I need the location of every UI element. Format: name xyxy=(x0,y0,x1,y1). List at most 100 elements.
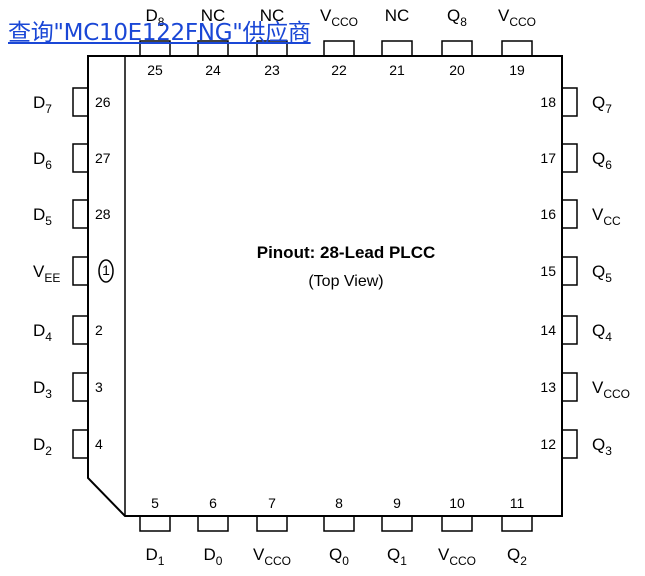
pin-signal-subscript: 3 xyxy=(605,444,612,458)
pin-signal-name: D xyxy=(33,321,45,340)
pin-signal-name: Q xyxy=(387,545,400,564)
pin-signal-bottom-1: D0 xyxy=(204,545,223,568)
pin-signal-subscript: 5 xyxy=(45,214,52,228)
pin-signal-name: D xyxy=(33,378,45,397)
pin-signal-top-1: NC xyxy=(201,6,226,25)
pin-signal-top-2: NC xyxy=(260,6,285,25)
pin-one-marker-circle xyxy=(98,259,114,283)
pin-signal-subscript: 5 xyxy=(605,271,612,285)
package-body xyxy=(87,55,563,517)
pin-signal-subscript: 4 xyxy=(45,330,52,344)
pin-lead-bottom-1 xyxy=(197,516,229,532)
pin-signal-name: V xyxy=(33,262,45,281)
pin-signal-name: D xyxy=(204,545,216,564)
pin-signal-name: D xyxy=(33,435,45,454)
pin-signal-name: V xyxy=(320,6,332,25)
pin-number-right-0: 18 xyxy=(540,94,556,110)
pin-signal-subscript: 0 xyxy=(342,554,349,568)
pin-number-bottom-1: 6 xyxy=(209,495,217,511)
pin-number-left-0: 26 xyxy=(95,94,111,110)
pin-number-left-2: 28 xyxy=(95,206,111,222)
pin-signal-subscript: 3 xyxy=(45,387,52,401)
pin-signal-right-1: Q6 xyxy=(592,149,612,172)
pin-signal-right-4: Q4 xyxy=(592,321,612,344)
pin-signal-subscript: CCO xyxy=(509,15,536,29)
pin-signal-subscript: 0 xyxy=(216,554,223,568)
pin-signal-bottom-4: Q1 xyxy=(387,545,407,568)
pin-signal-name: V xyxy=(438,545,450,564)
pin-number-top-0: 25 xyxy=(147,62,163,78)
pin-number-top-5: 20 xyxy=(449,62,465,78)
pin-lead-bottom-4 xyxy=(381,516,413,532)
pin-lead-left-6 xyxy=(72,429,88,459)
pin-signal-top-0: D8 xyxy=(146,6,165,29)
pin-signal-right-3: Q5 xyxy=(592,262,612,285)
pin-one-marker: 1 xyxy=(102,262,110,278)
pin-signal-subscript: CCO xyxy=(449,554,476,568)
pin-lead-right-6 xyxy=(562,429,578,459)
pin-signal-name: D xyxy=(146,6,158,25)
pin-lead-top-1 xyxy=(197,40,229,56)
pin-signal-name: V xyxy=(253,545,265,564)
pin-signal-right-5: VCCO xyxy=(592,378,630,401)
pin-lead-bottom-5 xyxy=(441,516,473,532)
pin-number-right-6: 12 xyxy=(540,436,556,452)
pin-signal-bottom-2: VCCO xyxy=(253,545,291,568)
pin-lead-right-3 xyxy=(562,256,578,286)
pin-number-right-1: 17 xyxy=(540,150,556,166)
pin-signal-right-2: VCC xyxy=(592,205,621,228)
pin-signal-bottom-6: Q2 xyxy=(507,545,527,568)
pin-signal-name: Q xyxy=(592,93,605,112)
pin-lead-left-5 xyxy=(72,372,88,402)
pin-signal-subscript: 1 xyxy=(400,554,407,568)
pin-signal-subscript: 2 xyxy=(45,444,52,458)
pin-lead-right-5 xyxy=(562,372,578,402)
pin-number-top-2: 23 xyxy=(264,62,280,78)
pin-number-right-5: 13 xyxy=(540,379,556,395)
pin-signal-name: Q xyxy=(592,321,605,340)
pin-number-left-4: 2 xyxy=(95,322,103,338)
pin-number-top-4: 21 xyxy=(389,62,405,78)
pin-signal-left-2: D5 xyxy=(33,205,52,228)
pin-signal-left-5: D3 xyxy=(33,378,52,401)
pin-lead-top-3 xyxy=(323,40,355,56)
pin-signal-left-3: VEE xyxy=(33,262,60,285)
pin-lead-bottom-0 xyxy=(139,516,171,532)
pin-signal-top-3: VCCO xyxy=(320,6,358,29)
pin-signal-top-6: VCCO xyxy=(498,6,536,29)
pin-signal-name: NC xyxy=(260,6,285,25)
supplier-search-link[interactable]: 查询"MC10E122FNG"供应商 xyxy=(8,20,311,46)
pin-signal-left-1: D6 xyxy=(33,149,52,172)
pin-number-bottom-4: 9 xyxy=(393,495,401,511)
package-outline xyxy=(87,55,563,517)
pin-number-right-3: 15 xyxy=(540,263,556,279)
pin-lead-top-5 xyxy=(441,40,473,56)
pin-number-bottom-5: 10 xyxy=(449,495,465,511)
pin-signal-subscript: CCO xyxy=(264,554,291,568)
pin-number-bottom-2: 7 xyxy=(268,495,276,511)
pin-number-right-2: 16 xyxy=(540,206,556,222)
pin-lead-left-2 xyxy=(72,199,88,229)
pin-lead-right-1 xyxy=(562,143,578,173)
pin-signal-name: Q xyxy=(329,545,342,564)
pin-signal-bottom-3: Q0 xyxy=(329,545,349,568)
pin-number-top-3: 22 xyxy=(331,62,347,78)
pin-lead-bottom-3 xyxy=(323,516,355,532)
pin-signal-name: NC xyxy=(385,6,410,25)
pin-group: 25D824NC23NC22VCCO21NC20Q819VCCO5D16D07V… xyxy=(33,6,630,568)
pin-lead-bottom-6 xyxy=(501,516,533,532)
pin-signal-subscript: 6 xyxy=(605,158,612,172)
pin-lead-bottom-2 xyxy=(256,516,288,532)
pin-signal-subscript: 6 xyxy=(45,158,52,172)
pin-signal-name: Q xyxy=(447,6,460,25)
pin-signal-subscript: 7 xyxy=(45,102,52,116)
pin-signal-subscript: CCO xyxy=(603,387,630,401)
pin-signal-bottom-5: VCCO xyxy=(438,545,476,568)
pin-signal-subscript: 1 xyxy=(158,554,165,568)
pin-signal-name: Q xyxy=(507,545,520,564)
diagram-title: Pinout: 28-Lead PLCC xyxy=(257,243,436,262)
pin-signal-bottom-0: D1 xyxy=(146,545,165,568)
pin-signal-name: D xyxy=(33,205,45,224)
pin-number-right-4: 14 xyxy=(540,322,556,338)
